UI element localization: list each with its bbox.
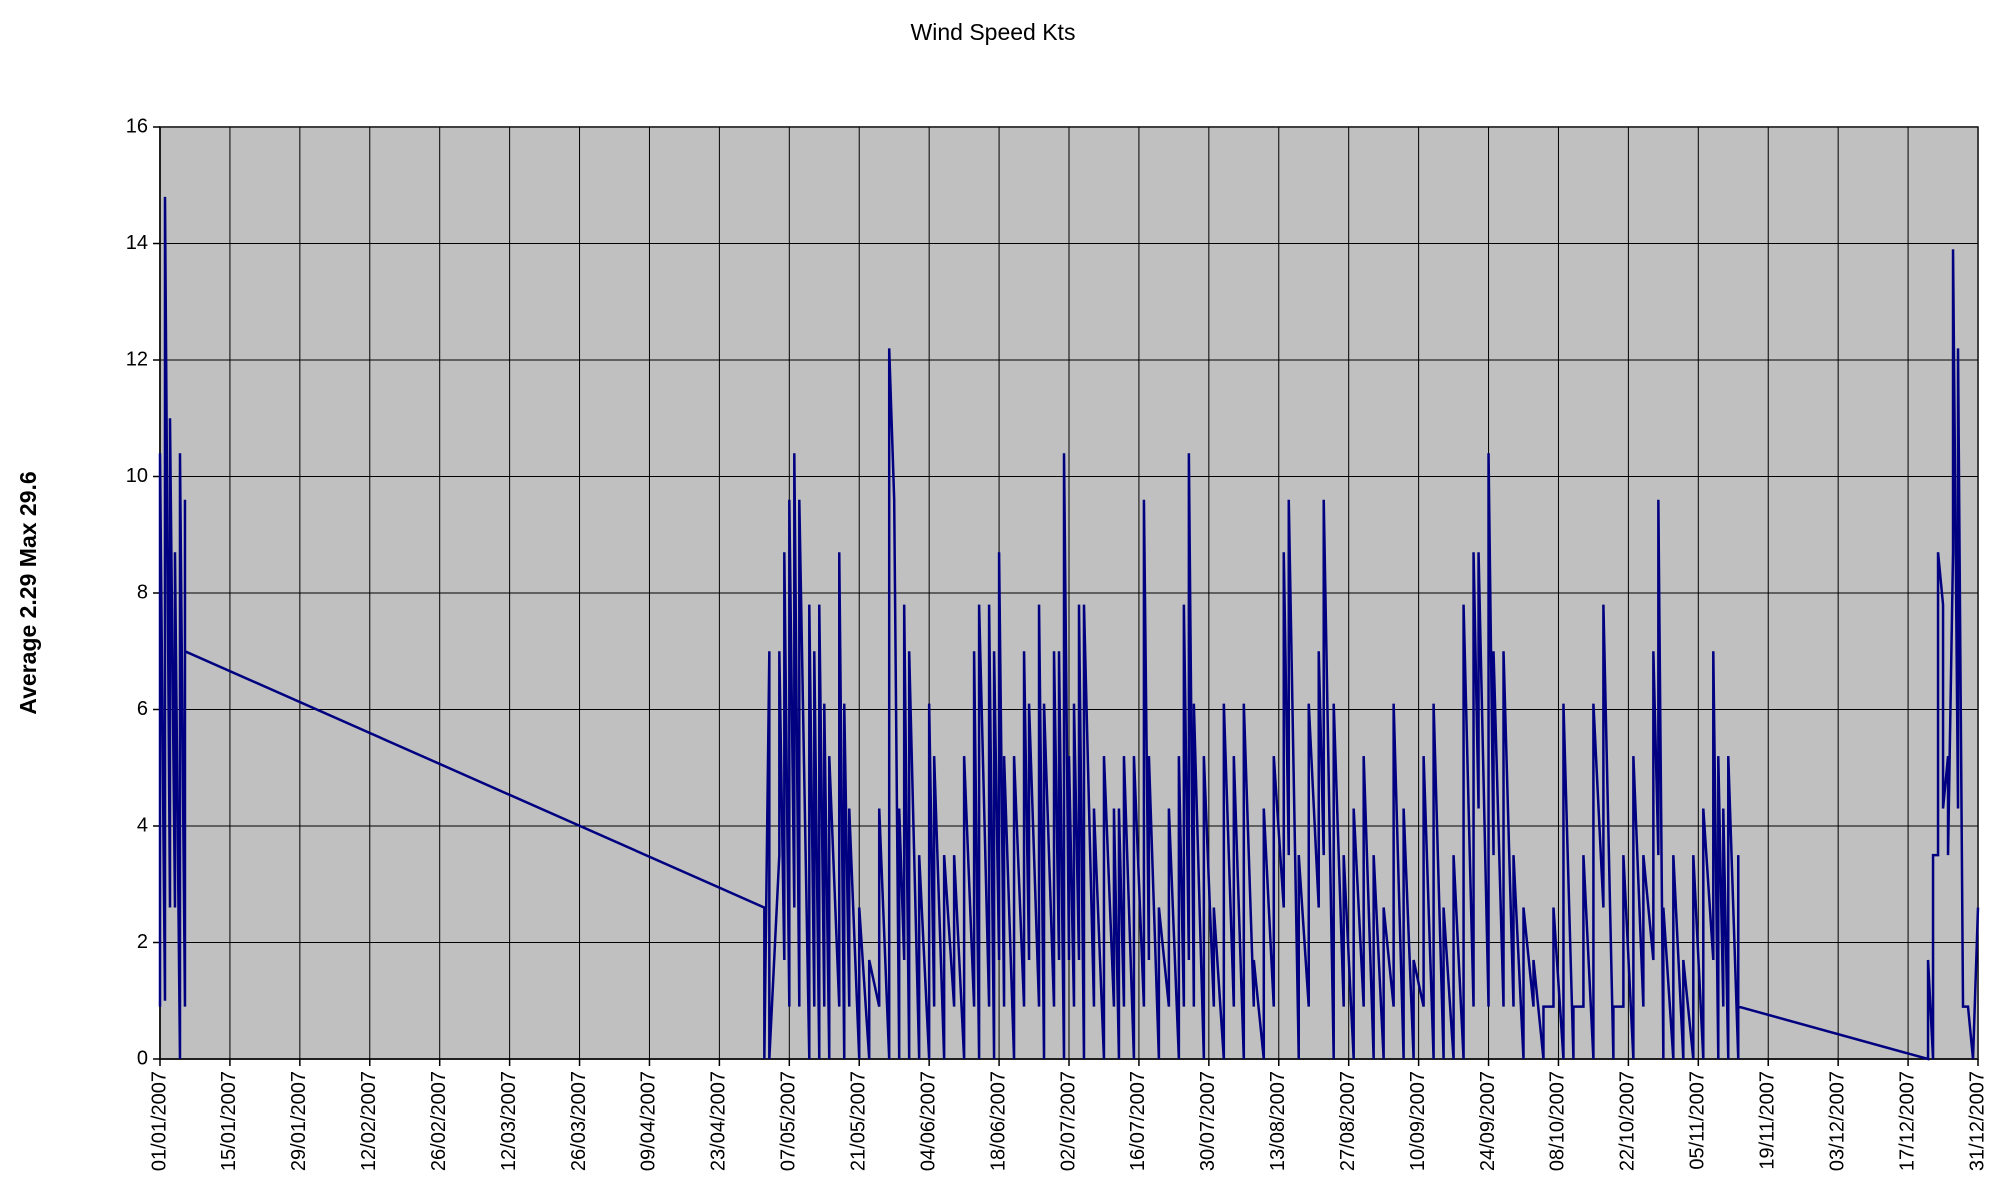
y-tick-label: 10 xyxy=(126,465,148,487)
x-tick-label: 29/01/2007 xyxy=(288,1071,310,1171)
x-tick-label: 26/02/2007 xyxy=(428,1071,450,1171)
x-tick-label: 24/09/2007 xyxy=(1477,1071,1499,1171)
y-tick-label: 14 xyxy=(126,232,148,254)
x-tick-label: 02/07/2007 xyxy=(1057,1071,1079,1171)
x-tick-label: 23/04/2007 xyxy=(708,1071,730,1171)
x-tick-label: 26/03/2007 xyxy=(568,1071,590,1171)
x-tick-label: 27/08/2007 xyxy=(1337,1071,1359,1171)
x-tick-label: 04/06/2007 xyxy=(917,1071,939,1171)
chart-title: Wind Speed Kts xyxy=(911,19,1076,45)
x-tick-label: 30/07/2007 xyxy=(1197,1071,1219,1171)
y-tick-label: 16 xyxy=(126,115,148,137)
x-tick-label: 07/05/2007 xyxy=(778,1071,800,1171)
x-tick-label: 12/03/2007 xyxy=(498,1071,520,1171)
y-tick-label: 6 xyxy=(137,698,148,720)
x-tick-label: 17/12/2007 xyxy=(1896,1071,1918,1171)
x-tick-label: 13/08/2007 xyxy=(1267,1071,1289,1171)
x-tick-label: 22/10/2007 xyxy=(1617,1071,1639,1171)
y-tick-label: 8 xyxy=(137,581,148,603)
x-tick-label: 01/01/2007 xyxy=(148,1071,170,1171)
x-tick-label: 03/12/2007 xyxy=(1826,1071,1848,1171)
x-tick-label: 05/11/2007 xyxy=(1687,1071,1709,1170)
x-tick-label: 21/05/2007 xyxy=(848,1071,870,1171)
x-tick-label: 16/07/2007 xyxy=(1127,1071,1149,1171)
y-tick-label: 2 xyxy=(137,931,148,953)
data-line xyxy=(158,196,1980,1061)
x-tick-label: 12/02/2007 xyxy=(358,1071,380,1171)
x-tick-label: 15/01/2007 xyxy=(218,1071,240,1171)
x-tick-label: 09/04/2007 xyxy=(638,1071,660,1171)
x-tick-label: 08/10/2007 xyxy=(1547,1071,1569,1171)
y-axis-label: Average 2.29 Max 29.6 xyxy=(15,471,41,714)
y-tick-label: 12 xyxy=(126,348,148,370)
x-tick-label: 31/12/2007 xyxy=(1966,1071,1988,1171)
x-tick-label: 19/11/2007 xyxy=(1757,1071,1779,1170)
y-tick-label: 4 xyxy=(137,814,148,836)
x-tick-label: 18/06/2007 xyxy=(987,1071,1009,1171)
x-tick-label: 10/09/2007 xyxy=(1407,1071,1429,1171)
y-tick-label: 0 xyxy=(137,1047,148,1069)
